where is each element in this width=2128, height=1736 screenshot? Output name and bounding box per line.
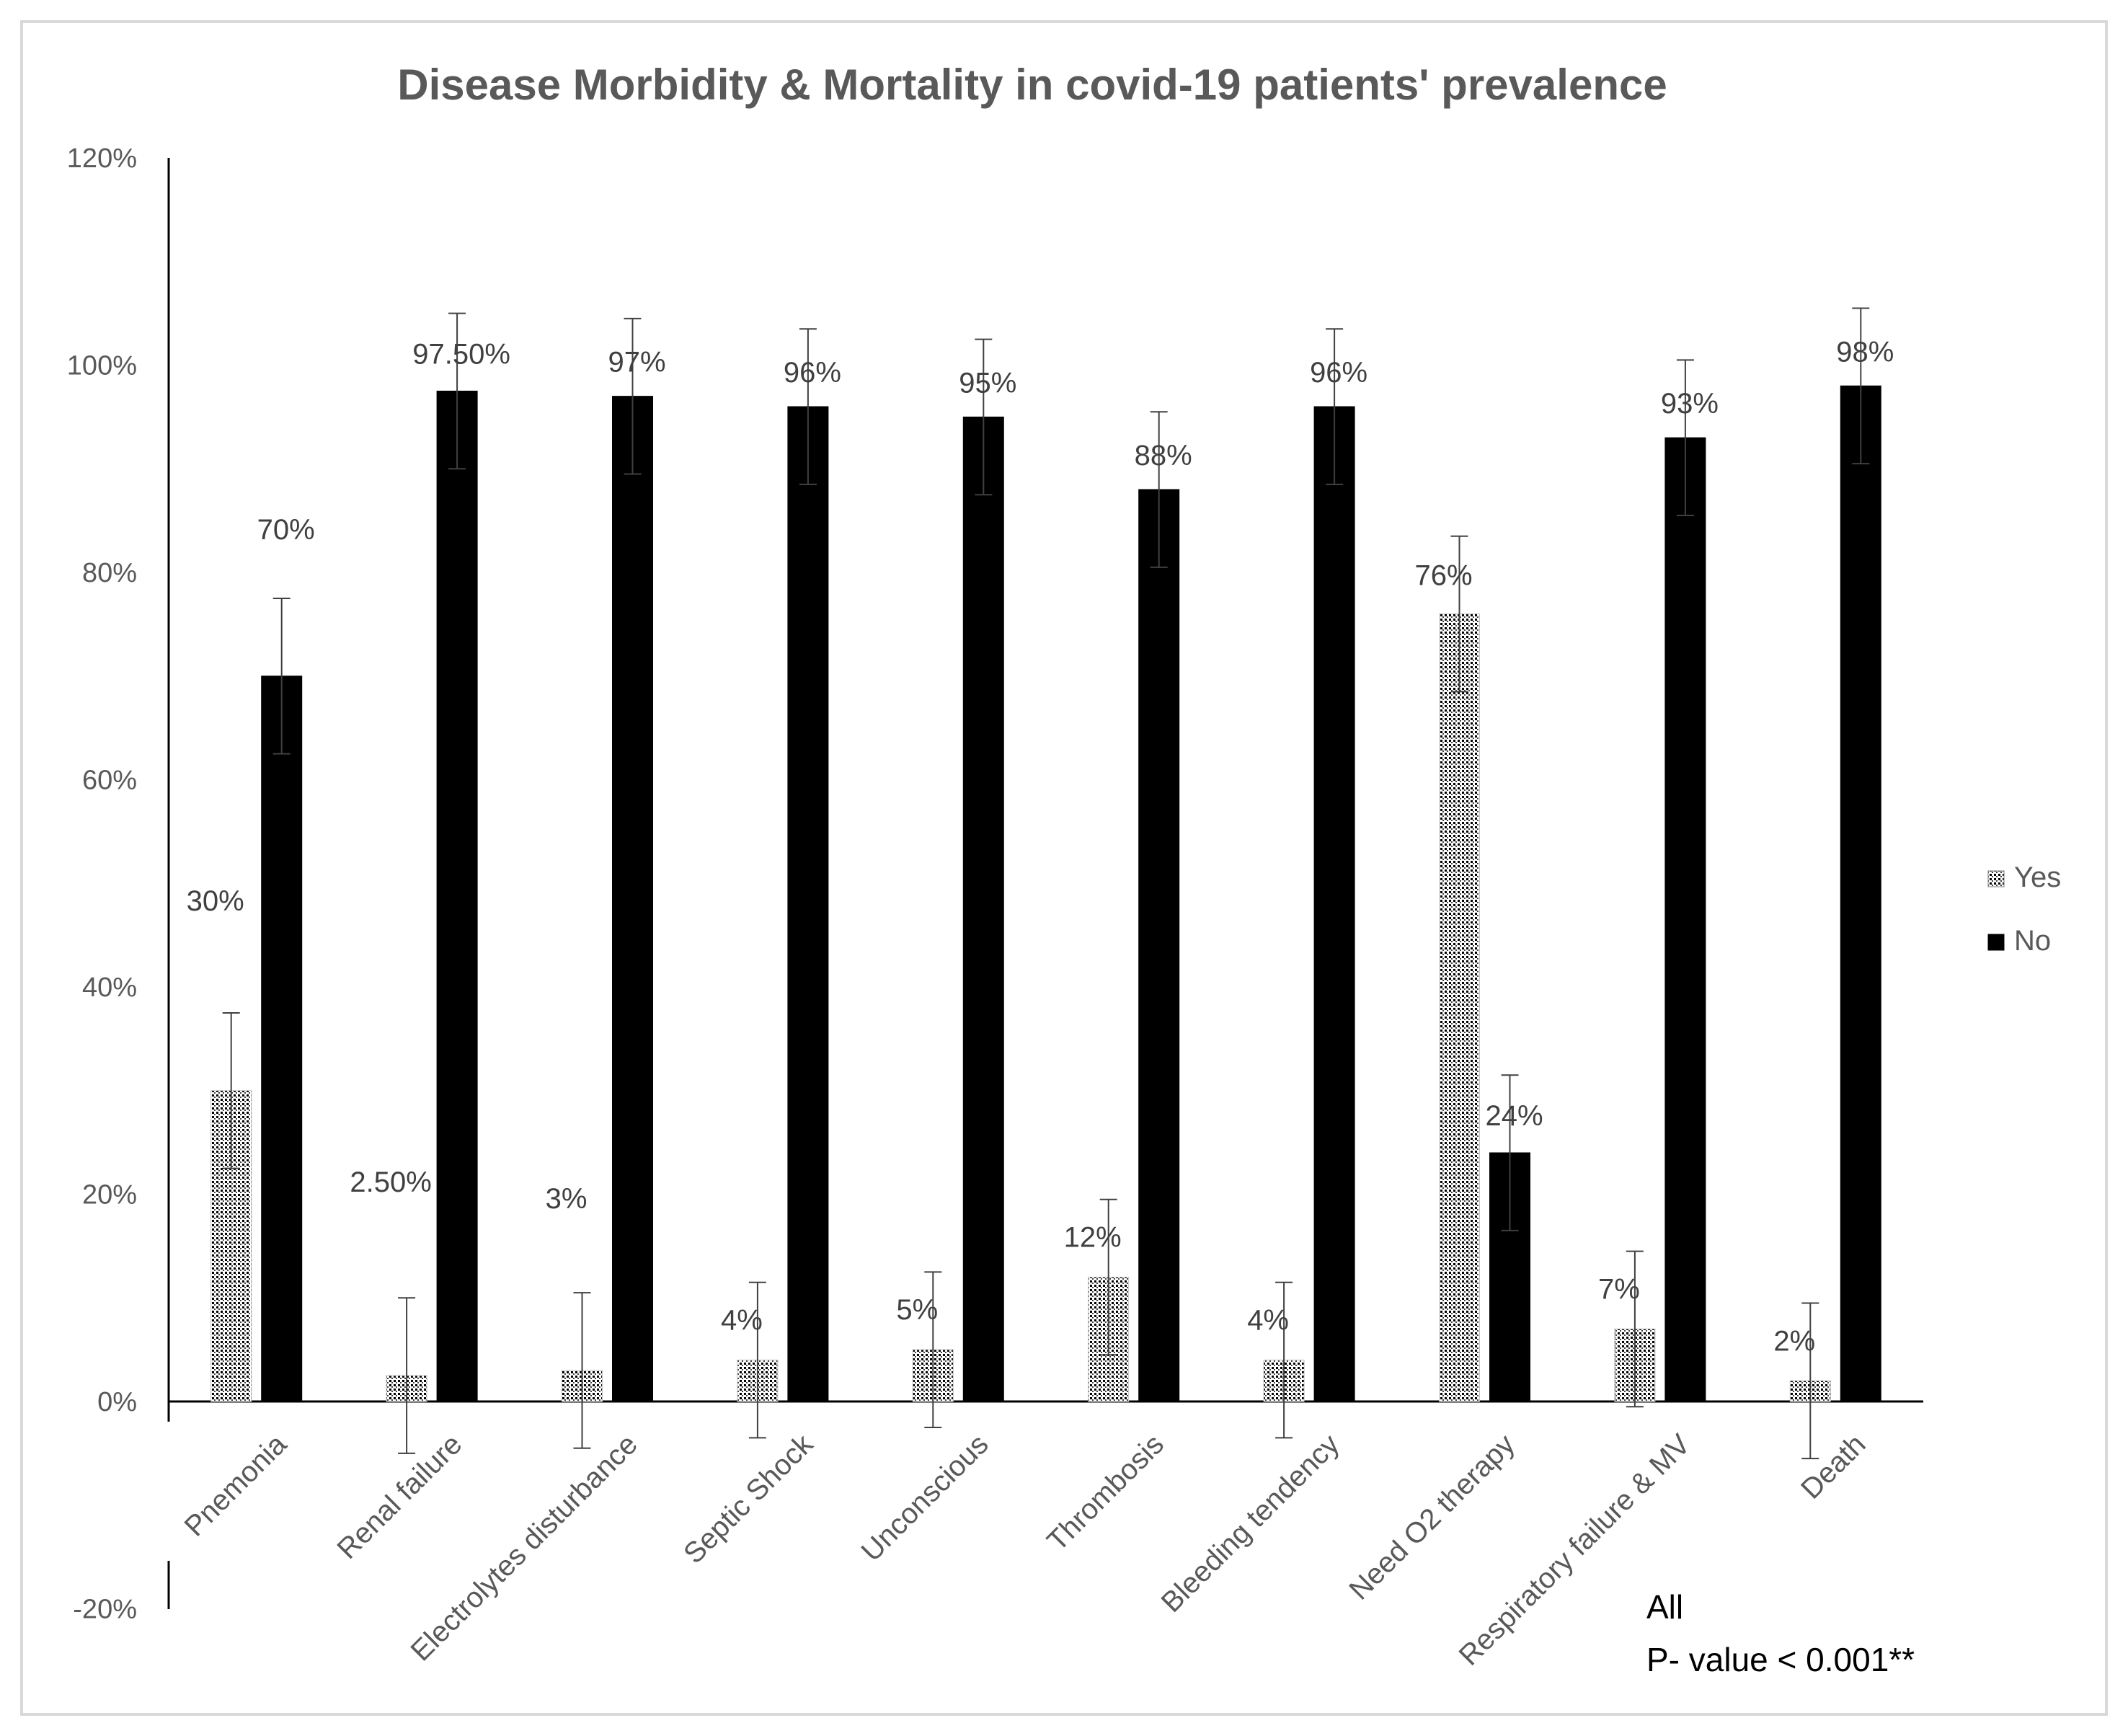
x-tick-label: Bleeding tendency [1156, 1428, 1346, 1618]
x-tick-label: Death [1795, 1428, 1872, 1505]
y-tick-label: 100% [67, 351, 137, 381]
bar-no [787, 406, 829, 1402]
x-tick-label: Need O2 therapy [1343, 1428, 1521, 1606]
data-label-yes: 76% [1414, 560, 1472, 592]
data-label-no: 95% [959, 367, 1016, 399]
bar-no [1138, 489, 1180, 1402]
y-tick-label: 80% [82, 558, 137, 588]
annotation-group-label: All [1646, 1588, 1683, 1626]
bar-no [1840, 385, 1881, 1402]
data-label-no: 24% [1485, 1100, 1543, 1132]
annotation-p-value: P- value < 0.001** [1646, 1641, 1915, 1678]
bar-yes [1439, 614, 1480, 1402]
y-tick-label: -20% [73, 1595, 137, 1625]
bar-no [962, 416, 1004, 1402]
data-label-yes: 4% [1247, 1305, 1289, 1337]
legend-label-no: No [2014, 925, 2051, 957]
legend: Yes No [1987, 862, 2061, 957]
data-label-yes: 30% [187, 885, 244, 917]
data-label-no: 97% [608, 347, 665, 378]
legend-swatch-no [1987, 934, 2005, 951]
data-label-yes: 4% [721, 1305, 763, 1337]
bar-no [612, 396, 653, 1402]
x-tick-label: Unconscious [856, 1428, 995, 1567]
y-tick-label: 120% [67, 143, 137, 174]
y-tick-label: 20% [82, 1180, 137, 1210]
chart-title: Disease Morbidity & Mortality in covid-1… [397, 61, 1667, 109]
y-tick-label: 60% [82, 766, 137, 796]
bar-no [1664, 437, 1706, 1402]
data-label-yes: 12% [1064, 1222, 1122, 1254]
legend-swatch-yes [1987, 870, 2005, 887]
y-tick-label: 0% [97, 1387, 137, 1417]
data-label-no: 70% [257, 514, 315, 546]
chart-frame [20, 20, 2108, 1716]
data-label-yes: 3% [546, 1183, 588, 1215]
data-label-no: 97.50% [412, 338, 510, 370]
data-label-yes: 7% [1598, 1273, 1640, 1305]
data-label-yes: 5% [896, 1294, 938, 1326]
data-label-no: 88% [1135, 440, 1192, 471]
x-tick-label: Septic Shock [678, 1428, 820, 1570]
legend-label-yes: Yes [2014, 862, 2061, 893]
data-label-yes: 2.50% [350, 1166, 431, 1198]
y-tick-label: 40% [82, 973, 137, 1003]
data-label-no: 93% [1661, 388, 1719, 420]
bar-no [436, 390, 478, 1402]
bar-no [261, 676, 303, 1402]
x-tick-label: Renal failure [332, 1428, 469, 1565]
bars: 30% 70% 2.50% 97.50% 3% 97% 4% 96% 5% 95% 12% 88% 4%… [187, 307, 1894, 1460]
data-label-no: 98% [1836, 336, 1894, 368]
x-tick-label: Pnemonia [179, 1428, 293, 1543]
data-label-no: 96% [784, 357, 841, 389]
bar-no [1313, 406, 1355, 1402]
x-tick-label: Thrombosis [1041, 1428, 1170, 1557]
data-label-yes: 2% [1773, 1325, 1815, 1357]
data-label-no: 96% [1310, 357, 1367, 389]
